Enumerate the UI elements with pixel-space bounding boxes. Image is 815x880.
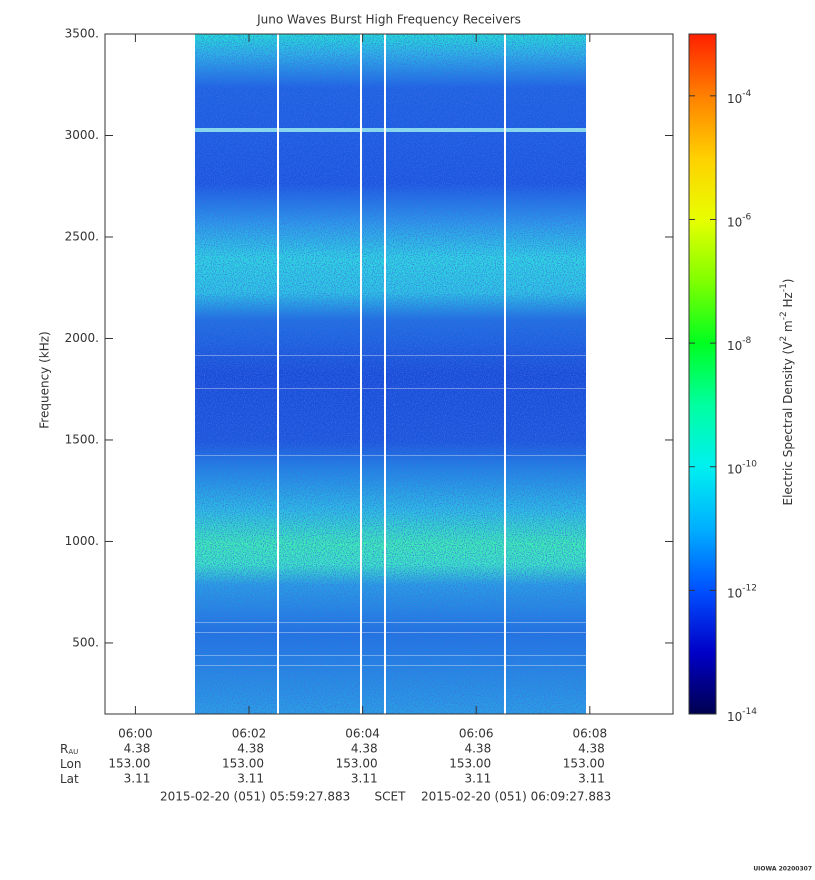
x-tick-label: 06:06 <box>459 727 494 741</box>
ephemeris-value: 3.11 <box>351 772 378 786</box>
ephemeris-value: 3.11 <box>578 772 605 786</box>
start-time: 2015-02-20 (051) 05:59:27.883 <box>160 790 350 804</box>
x-tick-label: 06:02 <box>232 727 267 741</box>
ephemeris-label: Lat <box>60 772 79 786</box>
footer: UIOWA 20200307 <box>753 866 812 873</box>
colorbar-frame <box>688 33 717 715</box>
x-tick-label: 06:00 <box>118 727 153 741</box>
chart-title: Juno Waves Burst High Frequency Receiver… <box>256 13 521 27</box>
colorbar-tick-label: 10-4 <box>727 88 752 105</box>
colorbar-label-text: m <box>781 320 795 336</box>
x-tick-label: 06:04 <box>345 727 380 741</box>
time-system: SCET <box>375 790 407 804</box>
ephemeris-value: 4.38 <box>578 742 605 756</box>
colorbar-label-sup: 2 <box>779 336 789 342</box>
colorbar-tick-base: 10 <box>727 339 742 353</box>
colorbar-tick-label: 10-12 <box>727 583 757 600</box>
ephemeris-value: 3.11 <box>237 772 264 786</box>
colorbar <box>689 34 716 714</box>
colorbar-tick-base: 10 <box>727 710 742 724</box>
ephemeris-value: 153.00 <box>336 757 378 771</box>
ephemeris-label-text: Lat <box>60 772 79 786</box>
ephemeris-value: 4.38 <box>124 742 151 756</box>
ephemeris-label: Lon <box>60 757 81 771</box>
ephemeris-value: 4.38 <box>237 742 264 756</box>
colorbar-tick-base: 10 <box>727 462 742 476</box>
ephemeris-value: 3.11 <box>464 772 491 786</box>
colorbar-tick-exp: -12 <box>742 583 757 593</box>
colorbar-tick-exp: -6 <box>742 212 751 222</box>
colorbar-label-sup: -1 <box>779 283 789 292</box>
y-tick-label: 2000. <box>65 331 99 345</box>
y-tick-label: 1500. <box>65 432 99 446</box>
ephemeris-label-text: Lon <box>60 757 81 771</box>
colorbar-label-sup: -2 <box>779 311 789 320</box>
y-tick-label: 500. <box>72 635 99 649</box>
colorbar-tick-label: 10-6 <box>727 212 752 229</box>
ephemeris-label-sub: AU <box>68 748 78 756</box>
colorbar-tick-base: 10 <box>727 215 742 229</box>
colorbar-tick-base: 10 <box>727 586 742 600</box>
ephemeris-value: 153.00 <box>222 757 264 771</box>
colorbar-tick-label: 10-10 <box>727 459 757 476</box>
ephemeris-label-text: R <box>60 742 68 756</box>
spectrogram-image <box>195 34 586 714</box>
colorbar-label: Electric Spectral Density (V2 m-2 Hz-1) <box>779 278 795 505</box>
ephemeris-value: 4.38 <box>351 742 378 756</box>
ephemeris-label: RAU <box>60 742 78 757</box>
ephemeris-value: 4.38 <box>464 742 491 756</box>
colorbar-label-text: Hz <box>781 292 795 311</box>
colorbar-tick-label: 10-8 <box>727 336 752 353</box>
ephemeris-value: 3.11 <box>124 772 151 786</box>
colorbar-tick-label: 10-14 <box>727 707 757 724</box>
y-tick-label: 3000. <box>65 128 99 142</box>
y-tick-label: 2500. <box>65 229 99 243</box>
colorbar-tick-exp: -10 <box>742 459 757 469</box>
y-axis-label: Frequency (kHz) <box>38 331 52 428</box>
ephemeris-value: 153.00 <box>108 757 150 771</box>
end-time: 2015-02-20 (051) 06:09:27.883 <box>421 790 611 804</box>
ephemeris-value: 153.00 <box>563 757 605 771</box>
colorbar-label-text: ) <box>781 278 795 283</box>
colorbar-tick-base: 10 <box>727 91 742 105</box>
y-tick-label: 1000. <box>65 534 99 548</box>
colorbar-tick-exp: -4 <box>742 88 751 98</box>
ephemeris-value: 153.00 <box>449 757 491 771</box>
y-tick-label: 3500. <box>65 27 99 41</box>
colorbar-label-text: Electric Spectral Density (V <box>781 341 795 506</box>
colorbar-tick-exp: -14 <box>742 707 757 717</box>
plot-frame <box>104 33 674 715</box>
x-tick-label: 06:08 <box>573 727 608 741</box>
colorbar-tick-exp: -8 <box>742 336 751 346</box>
